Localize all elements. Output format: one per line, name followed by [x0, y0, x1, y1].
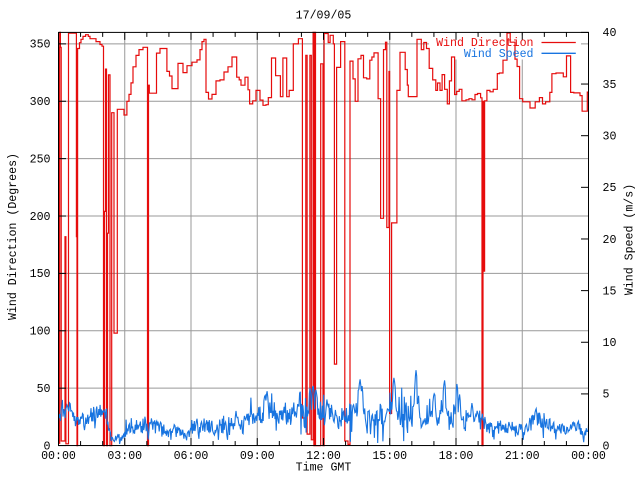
svg-text:Wind Speed: Wind Speed — [464, 48, 534, 61]
svg-text:40: 40 — [603, 27, 617, 40]
svg-text:0: 0 — [44, 440, 51, 453]
svg-text:Wind Direction: Wind Direction — [436, 37, 533, 50]
svg-text:21:00: 21:00 — [505, 450, 540, 463]
svg-text:50: 50 — [37, 383, 51, 396]
svg-text:00:00: 00:00 — [571, 450, 606, 463]
svg-text:30: 30 — [603, 130, 617, 143]
svg-text:20: 20 — [603, 234, 617, 247]
svg-text:Wind Direction (Degrees): Wind Direction (Degrees) — [7, 153, 20, 320]
svg-text:350: 350 — [30, 39, 51, 52]
svg-text:5: 5 — [603, 389, 610, 402]
svg-text:12:00: 12:00 — [306, 450, 341, 463]
svg-text:0: 0 — [603, 440, 610, 453]
svg-text:250: 250 — [30, 153, 51, 166]
svg-text:25: 25 — [603, 182, 617, 195]
svg-text:15:00: 15:00 — [372, 450, 407, 463]
svg-text:300: 300 — [30, 96, 51, 109]
svg-text:Wind Speed (m/s): Wind Speed (m/s) — [624, 184, 637, 295]
svg-text:15: 15 — [603, 285, 617, 298]
svg-text:Time GMT: Time GMT — [296, 462, 352, 475]
svg-text:17/09/05: 17/09/05 — [296, 10, 352, 23]
svg-text:150: 150 — [30, 268, 51, 281]
svg-text:03:00: 03:00 — [107, 450, 142, 463]
svg-text:18:00: 18:00 — [439, 450, 474, 463]
svg-text:06:00: 06:00 — [174, 450, 209, 463]
svg-text:00:00: 00:00 — [41, 450, 76, 463]
svg-text:35: 35 — [603, 79, 617, 92]
svg-text:100: 100 — [30, 326, 51, 339]
svg-text:200: 200 — [30, 211, 51, 224]
svg-text:10: 10 — [603, 337, 617, 350]
svg-text:09:00: 09:00 — [240, 450, 275, 463]
